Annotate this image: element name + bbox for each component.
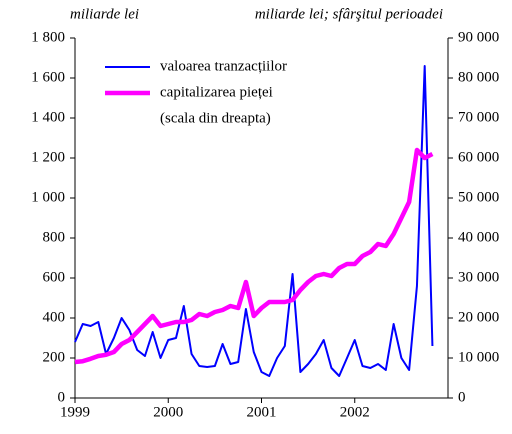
- y-tick-label: 1 400: [31, 109, 65, 125]
- y-axis-label: miliarde lei: [70, 6, 139, 22]
- x-tick-label: 2000: [153, 404, 183, 420]
- y-tick-label: 1 800: [31, 29, 65, 45]
- y2-tick-label: 40 000: [458, 229, 499, 245]
- y2-tick-label: 20 000: [458, 309, 499, 325]
- series-line: [74, 147, 434, 365]
- y2-tick-label: 80 000: [458, 69, 499, 85]
- x-tick-label: 2002: [340, 404, 370, 420]
- y-tick-label: 1 200: [31, 149, 65, 165]
- y-tick-label: 800: [43, 229, 66, 245]
- y2-tick-label: 10 000: [458, 349, 499, 365]
- y2-axis-label: miliarde lei; sfârşitul perioadei: [255, 6, 443, 22]
- series-line: [74, 65, 434, 377]
- y2-tick-label: 50 000: [458, 189, 499, 205]
- y-tick-label: 1 000: [31, 189, 65, 205]
- y2-tick-label: 90 000: [458, 29, 499, 45]
- x-tick-label: 1999: [60, 404, 90, 420]
- y-tick-label: 1 600: [31, 69, 65, 85]
- y-tick-label: 600: [43, 269, 66, 285]
- x-tick-label: 2001: [247, 404, 277, 420]
- legend-note: (scala din dreapta): [160, 110, 271, 126]
- legend-label: capitalizarea pieței: [160, 84, 273, 100]
- y2-tick-label: 60 000: [458, 149, 499, 165]
- y-tick-label: 200: [43, 349, 66, 365]
- y2-tick-label: 70 000: [458, 109, 499, 125]
- y-tick-label: 400: [43, 309, 66, 325]
- y2-tick-label: 30 000: [458, 269, 499, 285]
- y2-tick-label: 0: [458, 389, 466, 405]
- y-tick-label: 0: [58, 389, 66, 405]
- legend-label: valoarea tranzacțiilor: [160, 58, 287, 74]
